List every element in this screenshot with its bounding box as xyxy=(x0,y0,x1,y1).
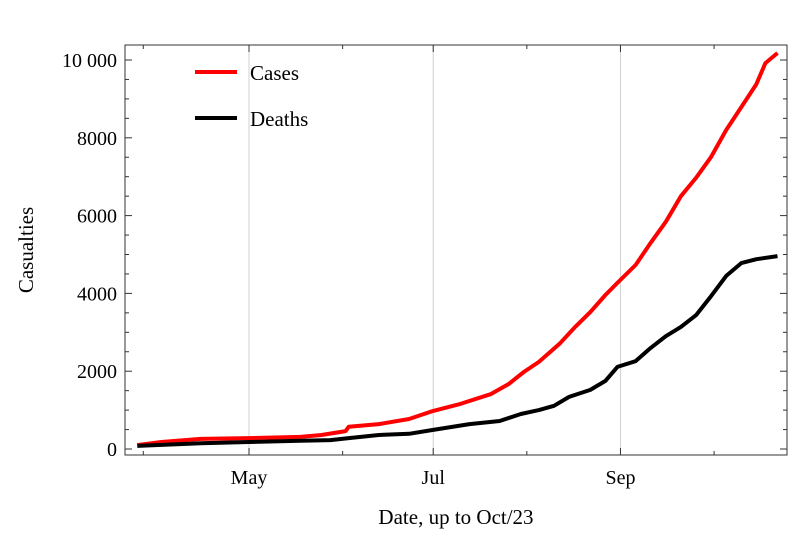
x-tick-label: May xyxy=(231,467,268,489)
y-tick-label: 10 000 xyxy=(62,50,117,72)
legend: Cases Deaths xyxy=(195,61,308,131)
x-tick-label: Jul xyxy=(422,467,446,489)
x-axis-label: Date, up to Oct/23 xyxy=(378,505,533,529)
series-line-deaths xyxy=(137,254,778,448)
legend-label-deaths: Deaths xyxy=(250,107,308,131)
y-axis-label: Casualties xyxy=(14,207,38,293)
plot-frame xyxy=(124,44,788,456)
y-tick-label: 0 xyxy=(107,439,117,461)
y-tick-label: 8000 xyxy=(77,128,117,150)
legend-label-cases: Cases xyxy=(250,61,299,85)
y-tick-label: 6000 xyxy=(77,206,117,228)
y-tick-label: 4000 xyxy=(77,283,117,305)
series-line-cases xyxy=(137,51,779,448)
x-tick-label: Sep xyxy=(605,467,635,489)
y-tick-label: 2000 xyxy=(77,361,117,383)
